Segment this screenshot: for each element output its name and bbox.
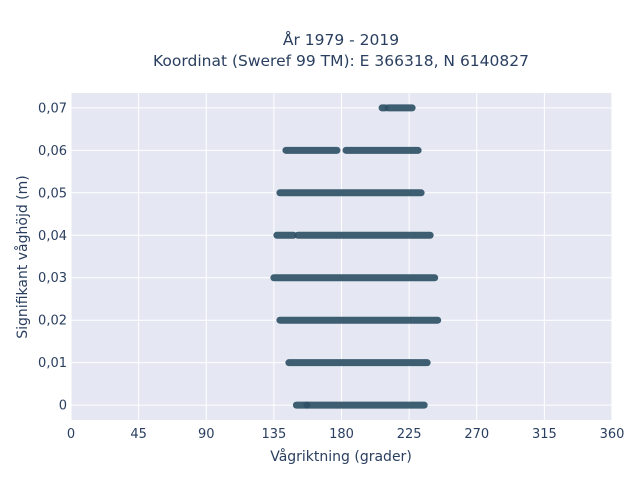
y-axis-label: Signifikant våghöjd (m) <box>14 175 31 338</box>
x-tick-labels: 0 45 90 135 180 225 270 315 360 <box>67 427 625 442</box>
x-tick-label: 0 <box>67 427 75 442</box>
chart-title-line1: År 1979 - 2019 <box>283 30 399 49</box>
x-axis-label: Vågriktning (grader) <box>270 448 412 465</box>
x-tick-label: 360 <box>600 427 625 442</box>
y-tick-label: 0,01 <box>38 356 67 371</box>
y-tick-label: 0,04 <box>38 229 67 244</box>
x-tick-label: 225 <box>397 427 422 442</box>
x-gridlines <box>70 93 613 420</box>
y-tick-label: 0,07 <box>38 101 67 116</box>
x-tick-label: 315 <box>532 427 557 442</box>
y-tick-label: 0,05 <box>38 186 67 201</box>
y-tick-label: 0,03 <box>38 271 67 286</box>
y-tick-labels: 0 0,01 0,02 0,03 0,04 0,05 0,06 0,07 <box>38 101 67 413</box>
data-marks <box>270 104 442 409</box>
x-tick-label: 135 <box>261 427 286 442</box>
y-tick-label: 0,06 <box>38 144 67 159</box>
y-tick-label: 0,02 <box>38 314 67 329</box>
x-tick-label: 45 <box>130 427 147 442</box>
x-tick-label: 270 <box>464 427 489 442</box>
y-tick-label: 0 <box>59 399 67 414</box>
x-tick-label: 90 <box>198 427 215 442</box>
chart-title-line2: Koordinat (Sweref 99 TM): E 366318, N 61… <box>153 52 529 70</box>
x-tick-label: 180 <box>329 427 354 442</box>
